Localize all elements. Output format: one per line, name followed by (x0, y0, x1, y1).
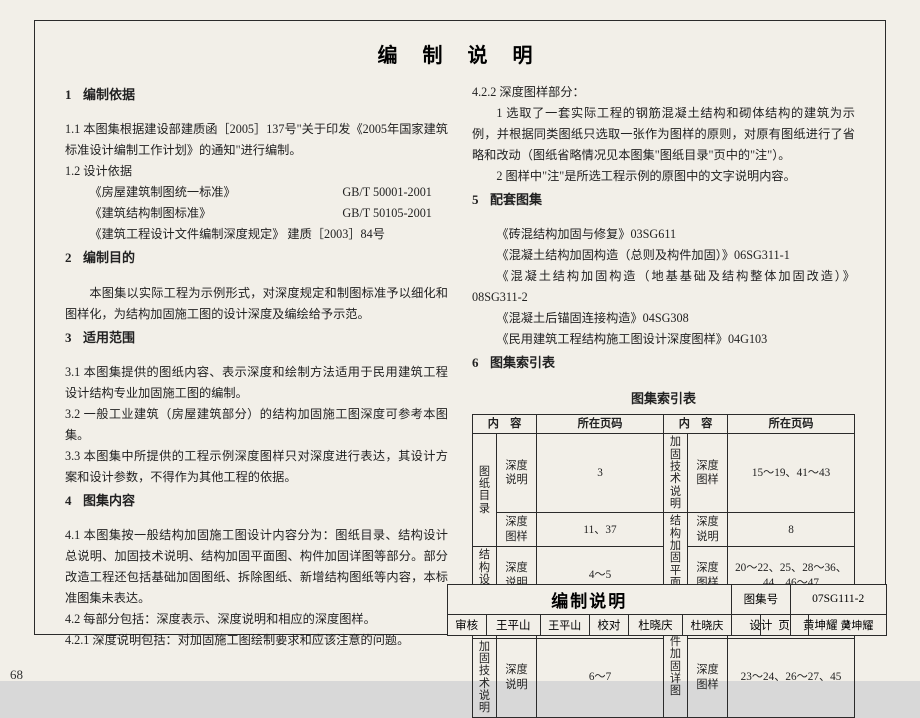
s5-i5: 《民用建筑工程结构施工图设计深度图样》04G103 (472, 329, 855, 350)
sec5-title: 配套图集 (490, 192, 542, 207)
idx-lp2: 11、37 (537, 513, 664, 547)
p1-2: 1.2 设计依据 (65, 161, 448, 182)
spec1: 《房屋建筑制图统一标准》GB/T 50001-2001 (65, 182, 448, 203)
spec1-name: 《房屋建筑制图统一标准》 (65, 182, 318, 203)
title-block-page-row: 页 2 (760, 614, 887, 636)
idx-lg3: 加固技术说明 (473, 638, 497, 717)
p3-3: 3.3 本图集中所提供的工程示例深度图样只对深度进行表达，其设计方案和设计参数，… (65, 446, 448, 488)
right-column: 4.2.2 深度图样部分： 1 选取了一套实际工程的钢筋混凝土结构和砌体结构的建… (458, 82, 865, 572)
idx-rp5: 23～24、26～27、45 (728, 638, 855, 717)
sec1-num: 1 (65, 84, 83, 106)
sec6-title: 图集索引表 (490, 355, 555, 370)
p4-2-2-b: 2 图样中"注"是所选工程示例的原图中的文字说明内容。 (472, 166, 855, 187)
sec4-num: 4 (65, 490, 83, 512)
spec2: 《建筑结构制图标准》GB/T 50105-2001 (65, 203, 448, 224)
idx-h-l1: 内 容 (473, 414, 537, 434)
p3-2: 3.2 一般工业建筑（房屋建筑部分）的结构加固施工图深度可参考本图集。 (65, 404, 448, 446)
section-2-heading: 2编制目的 (65, 247, 448, 269)
left-column: 1编制依据 1.1 本图集根据建设部建质函［2005］137号"关于印发《200… (55, 82, 458, 572)
p4-1: 4.1 本图集按一般结构加固施工图设计内容分为：图纸目录、结构设计总说明、加固技… (65, 525, 448, 609)
lbl-page: 页 (760, 614, 808, 635)
idx-lp5: 6～7 (537, 638, 664, 717)
idx-c: 深度图样 (688, 638, 728, 717)
idx-h-l2: 所在页码 (537, 414, 664, 434)
spec1-code: GB/T 50001-2001 (318, 182, 448, 203)
spec2-name: 《建筑结构制图标准》 (65, 203, 318, 224)
page-title: 编 制 说 明 (35, 39, 885, 68)
section-1-heading: 1编制依据 (65, 84, 448, 106)
spec3: 《建筑工程设计文件编制深度规定》 建质［2003］84号 (65, 224, 448, 245)
index-table-caption: 图集索引表 (472, 388, 855, 410)
check-name: 王平山 (486, 614, 540, 635)
p2-body: 本图集以实际工程为示例形式，对深度规定和制图标准予以细化和图样化，为结构加固施工… (65, 283, 448, 325)
p1-1: 1.1 本图集根据建设部建质函［2005］137号"关于印发《2005年国家建筑… (65, 119, 448, 161)
sec3-title: 适用范围 (83, 330, 135, 345)
proof-name: 杜晓庆 (628, 614, 682, 635)
sec4-title: 图集内容 (83, 493, 135, 508)
content-columns: 1编制依据 1.1 本图集根据建设部建质函［2005］137号"关于印发《200… (35, 82, 885, 572)
section-3-heading: 3适用范围 (65, 327, 448, 349)
idx-rp2: 8 (728, 513, 855, 547)
lbl-set: 图集号 (731, 584, 790, 614)
section-4-heading: 4图集内容 (65, 490, 448, 512)
sec1-title: 编制依据 (83, 87, 135, 102)
idx-rp1: 15～19、41～43 (728, 434, 855, 513)
proof-sig: 杜晓庆 (682, 614, 731, 635)
idx-h-r1: 内 容 (664, 414, 728, 434)
idx-lp1: 3 (537, 434, 664, 513)
page-frame: 编 制 说 明 1编制依据 1.1 本图集根据建设部建质函［2005］137号"… (34, 20, 886, 635)
s5-i4: 《混凝土后锚固连接构造》04SG308 (472, 308, 855, 329)
s5-i2: 《混凝土结构加固构造（总则及构件加固）》06SG311-1 (472, 245, 855, 266)
page-no: 2 (808, 614, 886, 635)
idx-c: 深度图样 (688, 434, 728, 513)
doc-title: 编制说明 (447, 584, 731, 614)
sec2-title: 编制目的 (83, 250, 135, 265)
set-no: 07SG111-2 (790, 584, 886, 614)
section-5-heading: 5配套图集 (472, 189, 855, 211)
sec5-num: 5 (472, 189, 490, 211)
idx-c: 深度说明 (688, 513, 728, 547)
spec2-code: GB/T 50105-2001 (318, 203, 448, 224)
sec2-num: 2 (65, 247, 83, 269)
check-sig: 王平山 (540, 614, 589, 635)
idx-c: 深度图样 (497, 513, 537, 547)
p4-2-2-a: 1 选取了一套实际工程的钢筋混凝土结构和砌体结构的建筑为示例，并根据同类图纸只选… (472, 103, 855, 166)
idx-h-r2: 所在页码 (728, 414, 855, 434)
index-table: 内 容 所在页码 内 容 所在页码 图纸目录 深度说明 3 加固技术说明 深度图… (472, 414, 855, 718)
sec6-num: 6 (472, 352, 490, 374)
sec3-num: 3 (65, 327, 83, 349)
lbl-proof: 校对 (589, 614, 628, 635)
p3-1: 3.1 本图集提供的图纸内容、表示深度和绘制方法适用于民用建筑工程设计结构专业加… (65, 362, 448, 404)
section-6-heading: 6图集索引表 (472, 352, 855, 374)
p4-2-2: 4.2.2 深度图样部分： (472, 82, 855, 103)
s5-i1: 《砖混结构加固与修复》03SG611 (472, 224, 855, 245)
idx-c: 深度说明 (497, 434, 537, 513)
s5-i3: 《混凝土结构加固构造（地基基础及结构整体加固改造）》08SG311-2 (472, 266, 855, 308)
idx-lg1: 图纸目录 (473, 434, 497, 547)
idx-c: 深度说明 (497, 638, 537, 717)
lbl-check: 审核 (447, 614, 486, 635)
p4-2-1: 4.2.1 深度说明包括：对加固施工图绘制要求和应该注意的问题。 (65, 630, 448, 651)
p4-2: 4.2 每部分包括：深度表示、深度说明和相应的深度图样。 (65, 609, 448, 630)
idx-rg1: 加固技术说明 (664, 434, 688, 513)
